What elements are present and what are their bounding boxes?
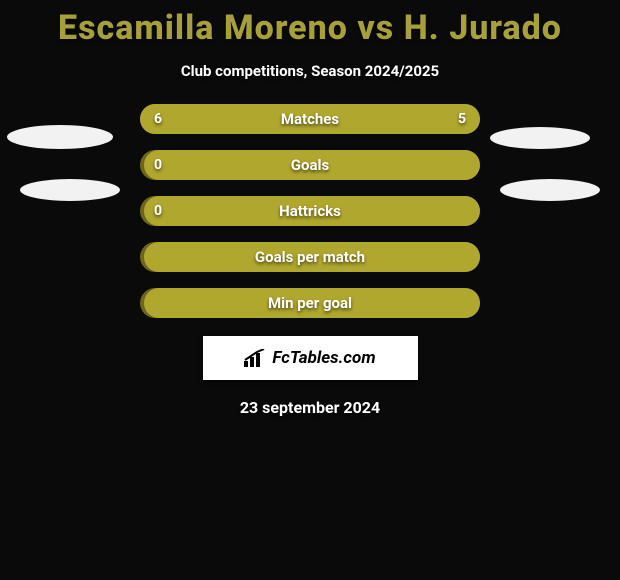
decoration-ellipse [7, 125, 113, 149]
player1-name: Escamilla Moreno [58, 8, 348, 48]
stat-value-left: 0 [154, 157, 162, 173]
date-text: 23 september 2024 [0, 398, 620, 417]
title-vs: vs [357, 8, 394, 48]
comparison-title: Escamilla Moreno vs H. Jurado [0, 0, 620, 48]
stat-row: 0Goals [140, 150, 480, 180]
chart-icon [244, 349, 266, 367]
stat-fill-right [144, 242, 480, 272]
stat-fill-right [144, 196, 480, 226]
decoration-ellipse [490, 127, 590, 149]
player2-name: H. Jurado [404, 8, 562, 48]
stat-value-left: 6 [154, 111, 162, 127]
subtitle: Club competitions, Season 2024/2025 [0, 62, 620, 80]
site-badge: FcTables.com [203, 336, 418, 380]
stat-fill-left [140, 104, 327, 134]
stat-row: Min per goal [140, 288, 480, 318]
stat-fill-right [144, 150, 480, 180]
stat-value-left: 0 [154, 203, 162, 219]
stat-row: Goals per match [140, 242, 480, 272]
decoration-ellipse [500, 179, 600, 201]
decoration-ellipse [20, 179, 120, 201]
stat-row: 0Hattricks [140, 196, 480, 226]
stat-row: 6Matches5 [140, 104, 480, 134]
stat-fill-right [144, 288, 480, 318]
stat-rows: 6Matches5 0Goals 0Hattricks Goals per match… [140, 104, 480, 318]
badge-text: FcTables.com [272, 348, 375, 368]
stat-value-right: 5 [458, 111, 466, 127]
